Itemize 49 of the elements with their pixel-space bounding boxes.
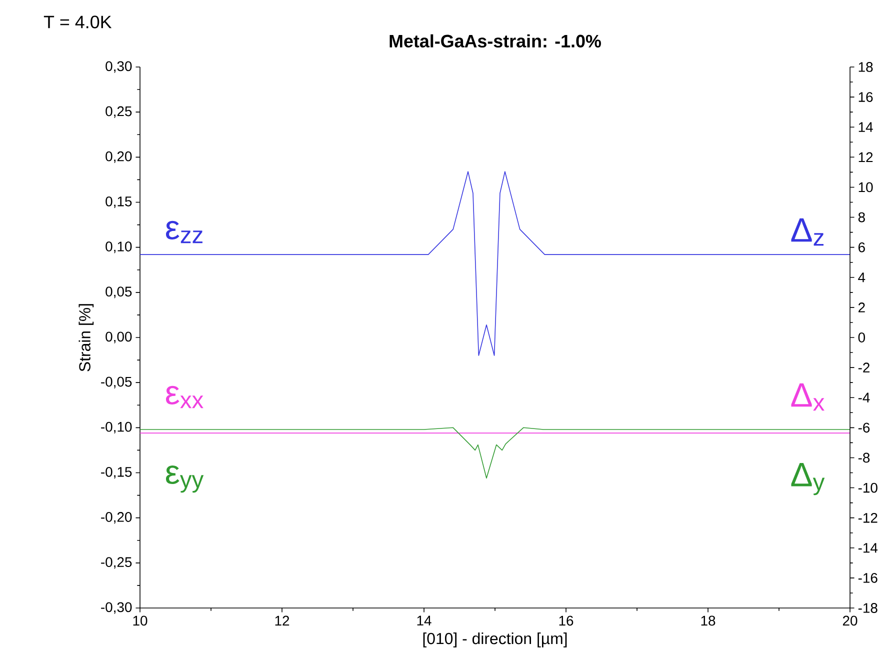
y2-tick-label: 12	[858, 152, 873, 162]
y2-tick-label: 2	[858, 302, 865, 312]
y-tick-label: 0,00	[106, 332, 132, 344]
y-tick-label: -0,30	[101, 602, 132, 614]
y2-tick-label: 14	[858, 122, 873, 132]
x-tick-label: 14	[417, 616, 432, 626]
series-label: ε$_{xx}$	[166, 386, 204, 408]
y2-tick-label: 6	[858, 242, 865, 252]
x-tick-label: 20	[842, 616, 858, 626]
x-tick-label: 18	[701, 616, 716, 626]
annotation: Δ$_{y}$	[791, 462, 825, 496]
series-label: ε$_{zz}$	[166, 220, 202, 244]
y-tick-label: 0,05	[106, 286, 132, 298]
y2-tick-label: -6	[858, 422, 870, 433]
series-label: ε$_{yy}$	[166, 465, 204, 493]
y2-tick-label: 16	[858, 92, 873, 102]
y2-tick-label: -14	[858, 543, 878, 553]
y-tick-label: -0,25	[101, 557, 132, 569]
y-tick-label: -0,10	[101, 422, 132, 434]
y2-tick-label: -16	[858, 572, 878, 583]
text: T = 4.0K	[44, 16, 112, 28]
chart-title: Metal-GaAs-strain: -1.0%	[390, 34, 601, 48]
y-axis-title: Strain [%]	[78, 304, 94, 372]
y-tick-label: 0,10	[106, 242, 132, 254]
y-tick-label: -0,15	[101, 466, 132, 479]
annotation: Δ$_{z}$	[791, 218, 824, 246]
y2-tick-label: -12	[858, 512, 878, 523]
y-tick-label: 0,15	[106, 196, 132, 208]
x-axis-title: [010] - direction [µm]	[423, 632, 567, 648]
y-tick-label: 0,20	[106, 151, 132, 163]
y2-tick-label: -10	[858, 482, 878, 493]
y2-tick-label: -4	[858, 392, 870, 402]
x-tick-label: 10	[133, 616, 148, 626]
y2-tick-label: -18	[858, 603, 878, 613]
x-tick-label: 12	[275, 616, 290, 626]
annotation: Δ$_{x}$	[791, 383, 824, 411]
y2-tick-label: -8	[858, 452, 870, 463]
x-tick-label: 16	[559, 616, 574, 626]
y-tick-label: -0,20	[101, 512, 132, 524]
y2-tick-label: -2	[858, 362, 870, 372]
y-tick-label: 0,30	[106, 61, 132, 73]
y2-tick-label: 4	[858, 272, 866, 282]
y2-tick-label: 18	[858, 62, 873, 72]
y2-tick-label: 8	[858, 212, 865, 222]
y-tick-label: -0,05	[101, 376, 132, 388]
y-tick-label: 0,25	[106, 106, 132, 118]
y2-tick-label: 10	[858, 182, 873, 192]
y2-tick-label: 0	[858, 332, 866, 342]
line-series	[140, 171, 850, 356]
